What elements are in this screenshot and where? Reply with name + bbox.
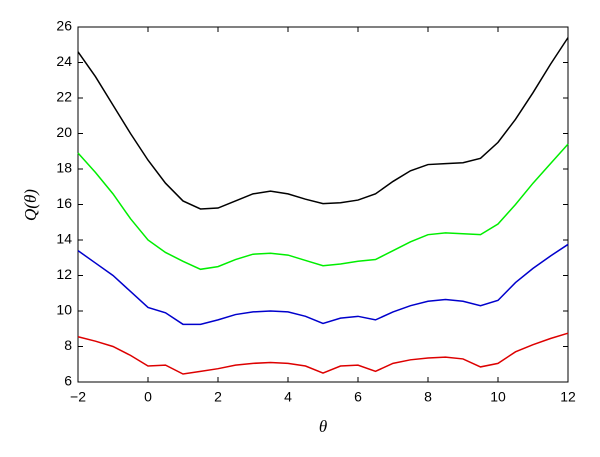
y-tick-label: 16	[56, 195, 72, 211]
y-tick-label: 18	[56, 160, 72, 176]
plot-frame	[77, 26, 569, 383]
line	[77, 243, 569, 326]
line	[77, 37, 569, 210]
x-tick-label: 10	[490, 389, 506, 405]
x-tick-label: −2	[70, 389, 86, 405]
y-tick-label: 24	[56, 53, 72, 69]
y-tick-label: 22	[56, 89, 72, 105]
y-axis-label: Q(θ)	[21, 189, 40, 221]
x-tick-label: 2	[214, 389, 222, 405]
x-tick-label: 4	[284, 389, 292, 405]
x-axis-label: θ	[319, 417, 327, 436]
y-tick-label: 10	[56, 302, 72, 318]
x-tick-label: 0	[144, 389, 152, 405]
line	[77, 143, 569, 271]
y-tick-label: 6	[64, 373, 72, 389]
y-tick-label: 26	[56, 18, 72, 34]
x-tick-label: 6	[354, 389, 362, 405]
x-tick-label: 8	[424, 389, 432, 405]
line	[77, 332, 569, 375]
y-tick-label: 12	[56, 266, 72, 282]
y-tick-label: 14	[56, 231, 72, 247]
y-tick-label: 20	[56, 124, 72, 140]
x-tick-label: 12	[560, 389, 576, 405]
y-tick-label: 8	[64, 337, 72, 353]
